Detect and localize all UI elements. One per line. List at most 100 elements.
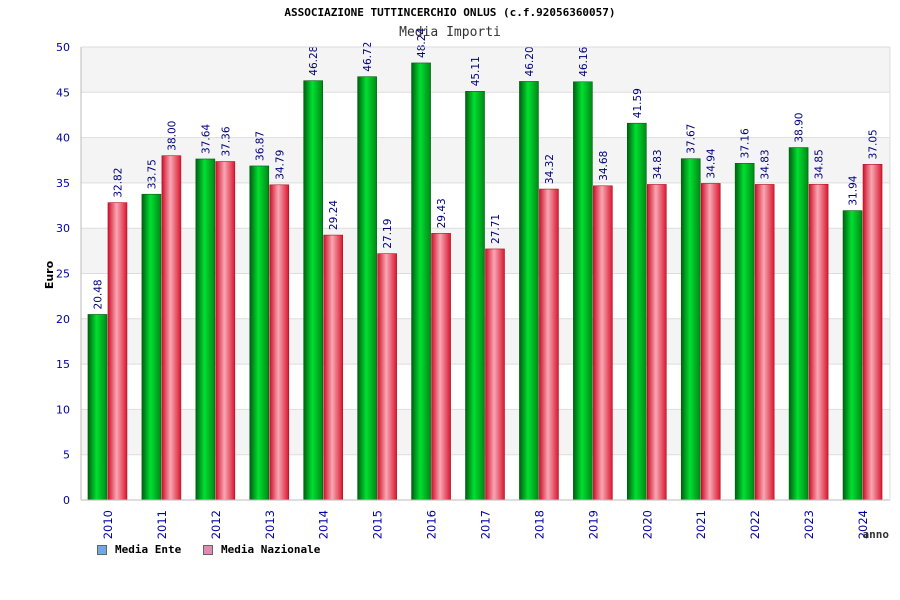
x-tick-label: 2021: [694, 510, 708, 539]
bar-label-ente: 46.16: [578, 46, 590, 76]
y-tick-label: 40: [56, 132, 70, 145]
x-tick-label: 2010: [101, 510, 115, 539]
y-tick-label: 10: [56, 403, 70, 416]
bar-labels: 20.48 32.82 33.75 38.00 37.64 37.36 36.87 34.79…: [92, 28, 879, 310]
bar-nazionale: [646, 184, 667, 501]
legend-swatch-ente: [97, 544, 107, 555]
x-tick-label: 2015: [371, 510, 385, 539]
y-axis-label: Euro: [43, 260, 56, 289]
bar-label-nazionale: 34.94: [706, 148, 718, 178]
axes: [80, 46, 891, 501]
bar-nazionale: [539, 188, 559, 501]
bar-label-nazionale: 27.71: [490, 214, 502, 244]
bar-ente: [195, 158, 216, 501]
bar-label-ente: 33.75: [146, 159, 158, 189]
bar-nazionale: [754, 184, 775, 501]
bar-ente: [788, 147, 809, 501]
bar-label-ente: 36.87: [254, 131, 266, 161]
bar-ente: [680, 158, 701, 501]
x-tick-label: 2017: [479, 510, 493, 539]
bar-ente: [626, 122, 647, 501]
bar-nazionale: [377, 253, 397, 501]
bar-nazionale: [485, 248, 505, 501]
bar-label-ente: 37.64: [200, 124, 212, 154]
y-tick-label: 35: [56, 177, 70, 190]
bar-ente: [465, 91, 485, 501]
y-tick-label: 50: [56, 41, 70, 54]
bar-ente: [411, 62, 431, 501]
y-tick-label: 5: [63, 449, 70, 462]
bar-ente: [519, 81, 539, 501]
y-tick-label: 0: [63, 494, 70, 507]
bar-label-nazionale: 34.83: [652, 149, 664, 179]
legend-item-ente: Media Ente: [97, 543, 181, 556]
y-tick-labels: 0 5 10 15 20 25 30 35 40 45 50: [56, 41, 70, 507]
plot-band: [81, 92, 890, 138]
legend-label-nazionale: Media Nazionale: [221, 543, 321, 556]
bar-label-nazionale: 37.36: [220, 126, 232, 156]
legend-label-ente: Media Ente: [115, 543, 182, 556]
x-tick-label: 2012: [209, 510, 223, 539]
x-axis-label: anno: [863, 528, 890, 541]
bar-label-nazionale: 32.82: [112, 168, 124, 198]
bar-nazionale: [215, 161, 236, 501]
bar-label-nazionale: 27.19: [382, 219, 394, 249]
y-tick-label: 25: [56, 268, 70, 281]
x-tick-label: 2019: [586, 510, 600, 539]
bar-label-ente: 37.16: [740, 128, 752, 158]
x-tick-label: 2014: [317, 510, 331, 539]
bar-nazionale: [862, 164, 883, 501]
bar-nazionale: [161, 155, 182, 501]
bar-label-ente: 46.28: [308, 46, 320, 76]
y-tick-label: 45: [56, 86, 70, 99]
bar-label-ente: 38.90: [794, 113, 806, 143]
bar-nazionale: [700, 183, 721, 501]
bar-label-ente: 46.72: [362, 42, 374, 72]
bar-ente: [357, 76, 377, 501]
bar-ente: [734, 163, 755, 501]
bar-ente: [303, 80, 324, 501]
y-tick-label: 30: [56, 222, 70, 235]
bar-label-nazionale: 38.00: [166, 121, 178, 151]
bar-label-nazionale: 34.79: [274, 150, 286, 180]
x-tick-labels: 2010 2011 2012 2013 2014 2015 2016 2017 2018 2019…: [101, 510, 870, 539]
plot-band: [81, 47, 890, 93]
bar-label-nazionale: 29.24: [328, 200, 340, 230]
legend-swatch-nazionale: [203, 544, 213, 555]
bar-ente: [573, 81, 593, 501]
bar-nazionale: [107, 202, 128, 501]
x-tick-label: 2011: [155, 510, 169, 539]
chart-subtitle: Media Importi: [399, 25, 501, 40]
x-tick-label: 2022: [748, 510, 762, 539]
bar-ente: [842, 210, 863, 501]
y-tick-label: 15: [56, 358, 70, 371]
x-tick-label: 2023: [802, 510, 816, 539]
bar-label-nazionale: 34.68: [598, 151, 610, 181]
bar-nazionale: [269, 184, 290, 501]
y-tick-label: 20: [56, 313, 70, 326]
x-tick-label: 2013: [263, 510, 277, 539]
bar-label-nazionale: 34.83: [760, 149, 772, 179]
x-tick-label: 2024: [856, 510, 870, 539]
bar-label-ente: 41.59: [632, 88, 644, 118]
bar-nazionale: [593, 185, 613, 501]
bar-label-nazionale: 34.85: [814, 149, 826, 179]
bar-label-ente: 20.48: [92, 279, 104, 309]
bars: [87, 62, 883, 501]
x-tick-label: 2016: [425, 510, 439, 539]
bar-label-nazionale: 29.43: [436, 198, 448, 228]
bar-ente: [249, 165, 270, 501]
bar-nazionale: [431, 233, 451, 501]
bar-label-ente: 45.11: [470, 56, 482, 86]
bar-label-nazionale: 34.32: [544, 154, 556, 184]
x-tick-label: 2018: [532, 510, 546, 539]
legend-item-nazionale: Media Nazionale: [203, 543, 320, 556]
bar-ente: [87, 314, 108, 501]
x-tick-label: 2020: [640, 510, 654, 539]
bar-nazionale: [323, 234, 344, 501]
bar-nazionale: [808, 183, 829, 501]
bar-label-ente: 31.94: [848, 175, 860, 205]
bar-ente: [141, 193, 162, 501]
bar-label-ente: 46.20: [524, 46, 536, 76]
